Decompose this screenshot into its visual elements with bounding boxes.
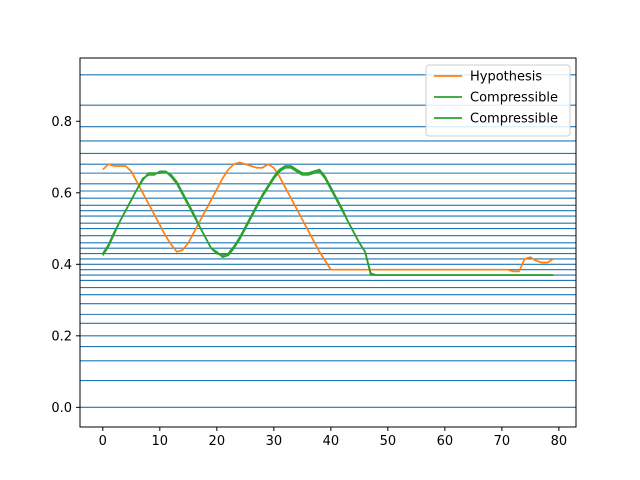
y-tick-label: 0.6	[51, 186, 72, 201]
y-tick-label: 0.0	[51, 401, 72, 416]
legend-label-1: Compressible	[470, 91, 558, 106]
series-line-2	[102, 166, 554, 276]
horizontal-reference-lines	[80, 74, 576, 408]
x-tick-label: 50	[380, 434, 397, 449]
x-tick-label: 80	[551, 434, 568, 449]
x-tick-label: 70	[494, 434, 511, 449]
series-layer	[102, 161, 554, 276]
y-tick-label: 0.4	[51, 258, 72, 273]
x-tick-label: 0	[99, 434, 107, 449]
legend-label-2: Compressible	[470, 112, 558, 127]
x-tick-label: 30	[266, 434, 283, 449]
y-tick-label: 0.2	[51, 329, 72, 344]
x-axis: 0 10 20 30 40 50 60 70 80	[99, 427, 568, 449]
plot-frame	[79, 57, 577, 428]
legend: Hypothesis Compressible Compressible	[425, 64, 571, 137]
x-tick-label: 10	[152, 434, 169, 449]
x-tick-label: 20	[209, 434, 226, 449]
x-tick-label: 60	[437, 434, 454, 449]
y-axis: 0.0 0.2 0.4 0.6 0.8	[51, 115, 80, 416]
series-line-0	[102, 161, 554, 273]
legend-label-0: Hypothesis	[470, 70, 542, 85]
y-tick-label: 0.8	[51, 115, 72, 130]
x-tick-label: 40	[323, 434, 340, 449]
